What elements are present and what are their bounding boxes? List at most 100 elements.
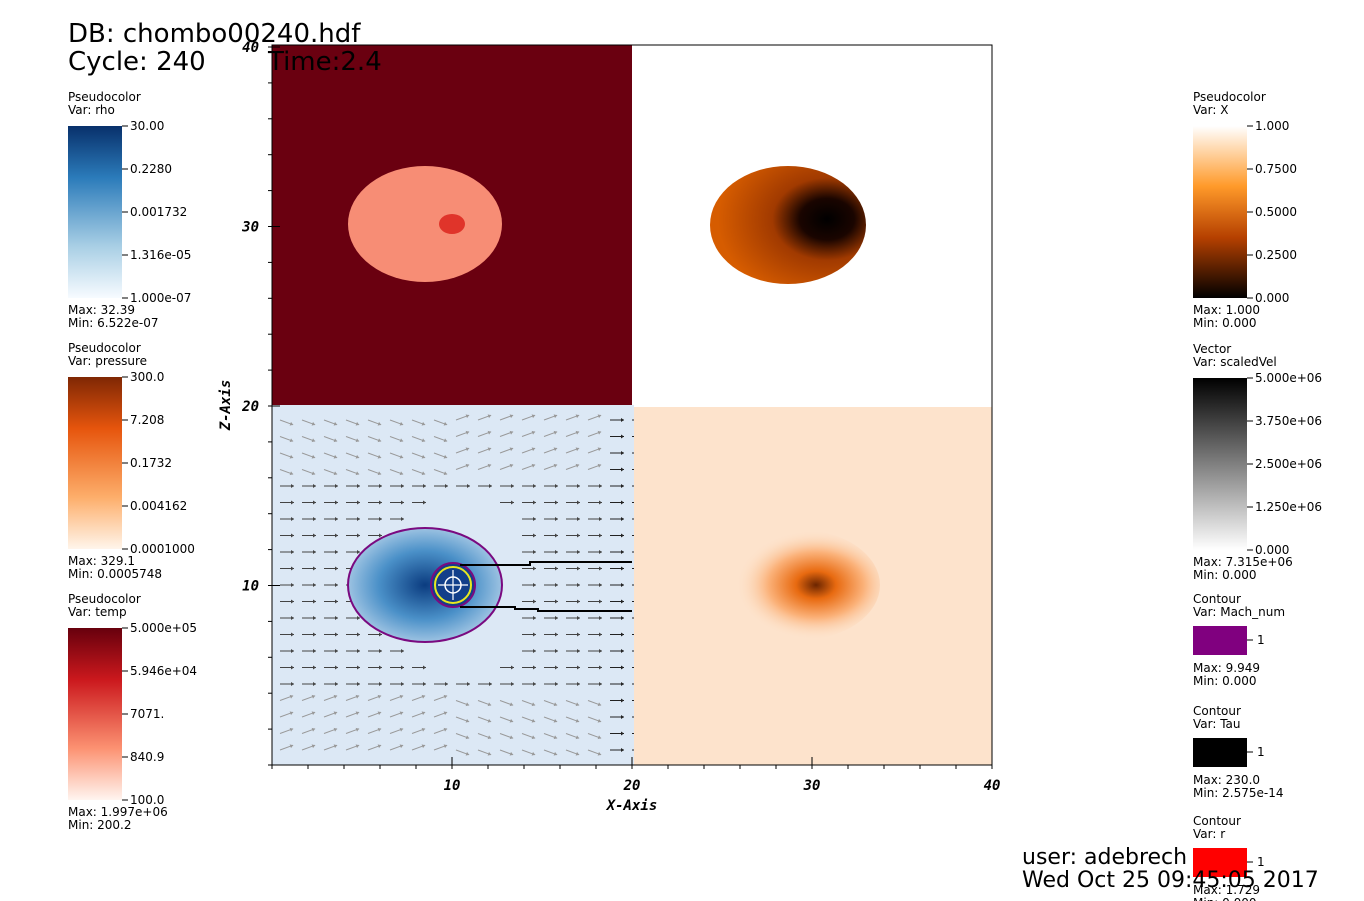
- legend-plot: Contour: [1193, 704, 1241, 718]
- colorbar-label: 0.0001000: [130, 542, 195, 556]
- vector-head: [531, 702, 536, 707]
- vector-head: [379, 533, 382, 538]
- vector-head: [335, 484, 338, 488]
- vector-head: [597, 430, 602, 435]
- vector-head: [313, 616, 316, 620]
- vector-head: [291, 566, 294, 571]
- colorbar-label: 0.2500: [1255, 248, 1297, 262]
- vector-head: [311, 694, 316, 699]
- colorbar-label: 0.1732: [130, 456, 172, 470]
- vector-head: [511, 665, 514, 670]
- legend-min: Min: 0.000: [1193, 674, 1257, 688]
- vector-head: [291, 517, 294, 521]
- legend-max: Max: 7.315e+06: [1193, 555, 1293, 569]
- vector-head: [533, 500, 536, 505]
- vector-head: [555, 665, 558, 670]
- vector-head: [379, 649, 382, 653]
- vector-head: [421, 421, 426, 426]
- vector-head: [577, 500, 580, 505]
- vector-head: [599, 484, 602, 488]
- vector-head: [487, 463, 492, 468]
- vector-head: [313, 550, 316, 554]
- vector-head: [401, 665, 404, 670]
- vector-head: [599, 583, 602, 587]
- vector-head: [621, 698, 624, 703]
- vector-head: [467, 682, 470, 686]
- vector-head: [555, 583, 558, 587]
- pressure-blob: [720, 530, 880, 640]
- vector-head: [555, 500, 558, 505]
- vector-head: [509, 718, 514, 723]
- vector-head: [335, 665, 338, 670]
- legend-plot: Pseudocolor: [68, 592, 141, 606]
- vector-head: [423, 665, 426, 670]
- vector-head: [577, 632, 580, 637]
- vector-head: [313, 484, 316, 488]
- legend-var: Var: Mach_num: [1193, 605, 1285, 619]
- vector-head: [621, 500, 624, 505]
- colorbar-label: 1.316e-05: [130, 248, 191, 262]
- vector-head: [487, 414, 492, 419]
- vector-head: [487, 718, 492, 723]
- vector-head: [399, 438, 404, 443]
- vector-head: [445, 484, 448, 488]
- vector-head: [465, 718, 470, 723]
- colorbar-label: 840.9: [130, 750, 164, 764]
- vector-head: [511, 500, 514, 505]
- rho-bubble: [347, 527, 503, 643]
- vector-head: [355, 727, 360, 732]
- vector-head: [599, 632, 602, 637]
- vector-head: [313, 682, 316, 686]
- vector-head: [555, 649, 558, 653]
- vector-head: [333, 727, 338, 732]
- y-tick-label: 10: [242, 579, 259, 595]
- vector-head: [577, 599, 580, 604]
- legend-var: Var: temp: [68, 605, 127, 619]
- vector-head: [355, 471, 360, 476]
- vector-head: [379, 665, 382, 670]
- vector-head: [399, 744, 404, 749]
- vector-head: [621, 599, 624, 604]
- vector-head: [291, 649, 294, 653]
- vector-head: [357, 517, 360, 521]
- vector-head: [465, 463, 470, 468]
- contour-swatch: [1193, 738, 1247, 767]
- vector-head: [357, 649, 360, 653]
- vector-head: [289, 438, 294, 443]
- vector-head: [531, 718, 536, 723]
- contour-swatch: [1193, 626, 1247, 655]
- legend-var: Var: X: [1193, 103, 1228, 117]
- vector-head: [445, 682, 448, 686]
- vector-head: [621, 748, 624, 752]
- vector-head: [599, 566, 602, 571]
- vector-head: [621, 451, 624, 455]
- cycle: Cycle: 240: [68, 47, 206, 77]
- vector-head: [357, 632, 360, 637]
- vector-head: [599, 616, 602, 620]
- vector-head: [355, 694, 360, 699]
- legend-min: Min: 6.522e-07: [68, 316, 159, 330]
- legend-var: Var: pressure: [68, 354, 147, 368]
- legend-min: Min: 0.000: [1193, 568, 1257, 582]
- vector-head: [465, 430, 470, 435]
- vector-head: [421, 727, 426, 732]
- legend-min: Min: 0.0005748: [68, 567, 162, 581]
- vector-head: [311, 744, 316, 749]
- vector-head: [421, 471, 426, 476]
- vector-head: [533, 632, 536, 637]
- vector-head: [511, 682, 514, 686]
- vector-head: [533, 665, 536, 670]
- axes: 10 20 30 40 10 20 30 40: [241, 40, 1000, 794]
- vector-head: [555, 632, 558, 637]
- vector-head: [311, 471, 316, 476]
- time: Time:2.4: [267, 47, 382, 77]
- vector-head: [555, 599, 558, 604]
- colorbar-label: 1.000e-07: [130, 291, 191, 305]
- contour-label: 1: [1257, 855, 1265, 869]
- vector-field: [279, 414, 668, 756]
- vector-head: [399, 694, 404, 699]
- vector-head: [575, 447, 580, 452]
- vector-head: [357, 665, 360, 670]
